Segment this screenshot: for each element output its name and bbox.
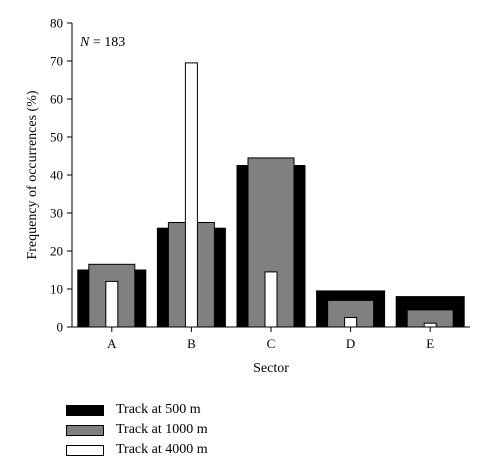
y-tick-label: 70 (50, 54, 63, 69)
sample-size-symbol: N (79, 35, 90, 50)
x-tick-label-D: D (346, 336, 355, 351)
y-tick-label: 30 (50, 206, 63, 221)
legend-item-4000m: Track at 4000 m (66, 440, 208, 460)
y-axis-label: Frequency of occurrences (%) (25, 90, 40, 259)
y-tick-label: 0 (57, 320, 64, 335)
bar-E-series-3 (423, 322, 437, 328)
legend-label-500m: Track at 500 m (116, 402, 201, 417)
y-tick-label: 50 (50, 130, 63, 145)
y-tick-label: 10 (50, 282, 63, 297)
y-tick-label: 80 (50, 16, 63, 31)
bar-chart: 0 10 20 30 40 50 60 70 80 A B C D E Frequency of occ… (25, 16, 470, 376)
x-tick-label-E: E (426, 336, 434, 351)
legend-item-1000m: Track at 1000 m (66, 420, 208, 440)
sample-size-value: = 183 (89, 35, 125, 50)
legend-swatch-4000m (66, 444, 104, 456)
sample-size-annotation: N = 183 (79, 35, 125, 50)
x-tick-label-C: C (267, 336, 276, 351)
y-ticks-group: 0 10 20 30 40 50 60 70 80 (50, 16, 72, 335)
y-tick-label: 40 (50, 168, 63, 183)
bar-A-series-3 (105, 280, 119, 328)
x-tick-label-A: A (107, 336, 117, 351)
x-tick-label-B: B (187, 336, 196, 351)
legend-item-500m: Track at 500 m (66, 400, 208, 420)
legend-label-4000m: Track at 4000 m (116, 442, 208, 457)
legend-label-1000m: Track at 1000 m (116, 422, 208, 437)
y-tick-label: 60 (50, 92, 63, 107)
legend: Track at 500 m Track at 1000 m Track at … (66, 400, 208, 460)
legend-swatch-500m (66, 404, 104, 416)
x-ticks-group: A B C D E (107, 327, 434, 351)
x-axis-label: Sector (253, 361, 289, 376)
bar-B-series-3 (184, 62, 198, 328)
bar-D-series-3 (344, 317, 358, 328)
bar-C-series-3 (264, 271, 278, 328)
legend-swatch-1000m (66, 424, 104, 436)
bars-group (77, 62, 465, 328)
y-tick-label: 20 (50, 244, 63, 259)
